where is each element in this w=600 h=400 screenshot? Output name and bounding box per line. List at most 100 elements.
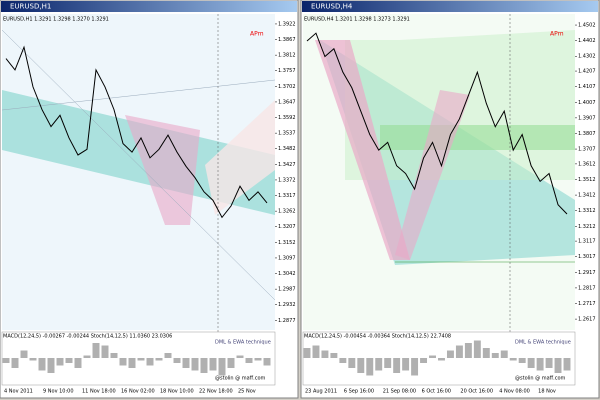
macd-bar [366,358,374,376]
window-title: EURUSD,H4 [311,3,353,11]
macd-bar [110,353,118,358]
price-tick-label: 1.3042 [278,271,296,277]
price-tick-label: 1.3207 [278,224,296,230]
macd-bar [101,345,109,358]
date-label: 9 Nov 10:00 [43,389,74,395]
macd-bar [119,358,127,366]
indicator-label: MACD(12,24,5) -0.00267 -0.00244 Stoch(14… [3,334,172,340]
price-tick-label: 1.3612 [578,161,596,167]
window-title: EURUSD,H1 [10,3,51,11]
macd-bar [191,358,199,371]
date-label: 22 Nov 18:00 [199,389,233,395]
macd-bar [420,358,428,363]
price-line [5,45,268,219]
macd-bar [536,358,544,371]
price-tick-label: 1.3757 [278,68,296,74]
date-label: 21 Sep 08:00 [383,389,416,395]
price-tick-label: 1.3707 [578,147,596,153]
macd-bar [429,355,436,358]
title-bar[interactable] [1,1,297,12]
date-label: 16 Nov 02:00 [121,389,155,395]
macd-bar [339,358,347,363]
macd-bar [11,358,19,368]
channel [315,40,410,260]
apm-label: APm [250,31,264,38]
macd-bar [29,358,37,361]
watermark: DML & EWA technique [515,340,571,346]
macd-bar [65,358,73,363]
macd-bar [173,358,181,363]
price-tick-label: 1.2987 [278,287,296,293]
macd-bar [182,358,190,368]
price-line [306,32,568,215]
macd-bar [155,358,163,361]
price-tick-label: 1.3152 [278,240,296,246]
price-tick-label: 1.3262 [278,209,296,215]
macd-bar [500,350,508,358]
macd-bar [446,350,454,358]
price-tick-label: 1.3812 [278,53,296,59]
macd-bar [348,358,356,368]
macd-bar [357,358,365,373]
price-info: EURUSD,H1 1.3291 1.3298 1.3270 1.3291 [3,17,109,23]
channel [2,90,275,215]
price-tick-label: 1.3807 [578,131,596,137]
macd-bar [74,358,82,368]
macd-bar [554,358,562,373]
macd-bar [209,358,217,371]
macd-bar [312,345,320,358]
macd-bar [218,358,226,376]
macd-bar [518,358,526,363]
price-tick-label: 1.3907 [578,115,596,121]
price-tick-label: 1.4402 [578,38,596,44]
price-tick-label: 1.4302 [578,54,596,60]
price-tick-label: 1.4007 [578,100,596,106]
date-label: 20 Oct 16:00 [460,389,493,395]
price-tick-label: 1.3482 [278,146,296,152]
date-label: 4 Nov 08:00 [499,389,530,395]
macd-bar [509,358,517,361]
price-tick-label: 1.3647 [278,99,296,105]
macd-bar [38,358,46,371]
macd-bar [20,350,28,358]
macd-bar [200,358,208,373]
signature: @stolin @ maff.com [515,376,566,382]
macd-bar [137,358,145,361]
macd-bar [303,348,311,358]
date-label: 25 Nov [238,389,256,395]
price-tick-label: 1.3097 [278,255,296,261]
watermark: DML & EWA technique [215,340,271,346]
price-tick-label: 1.2932 [278,302,296,308]
macd-bar [464,343,472,358]
macd-bar [47,358,55,373]
macd-bar [83,355,91,358]
channel [125,115,200,225]
price-tick-label: 1.3592 [278,115,296,121]
date-label: 11 Nov 18:00 [82,389,116,395]
price-tick-label: 1.3922 [278,21,296,27]
title-bar[interactable] [302,1,598,12]
price-tick-label: 1.2617 [578,317,596,323]
macd-bar [146,358,154,366]
price-tick-label: 1.4207 [578,69,596,75]
price-tick-label: 1.3867 [278,37,296,43]
macd-bar [236,355,244,358]
price-tick-label: 1.3537 [278,131,296,137]
price-info: EURUSD,H4 1.3201 1.3298 1.3273 1.3291 [304,17,410,23]
price-tick-label: 1.3512 [578,177,596,183]
macd-bar [245,358,253,363]
fan-line [1,29,276,301]
macd-bar [330,353,338,358]
price-tick-label: 1.3017 [578,254,596,260]
date-label: 4 Nov 2011 [4,389,33,395]
signature: @stolin @ maff.com [215,376,266,382]
macd-bar [227,358,235,368]
price-tick-label: 1.2877 [278,318,296,324]
price-tick-label: 1.3427 [278,162,296,168]
macd-bar [438,358,445,361]
price-tick-label: 1.3317 [278,193,296,199]
macd-bar [164,353,172,358]
price-tick-label: 1.3372 [278,177,296,183]
macd-bar [563,358,571,371]
